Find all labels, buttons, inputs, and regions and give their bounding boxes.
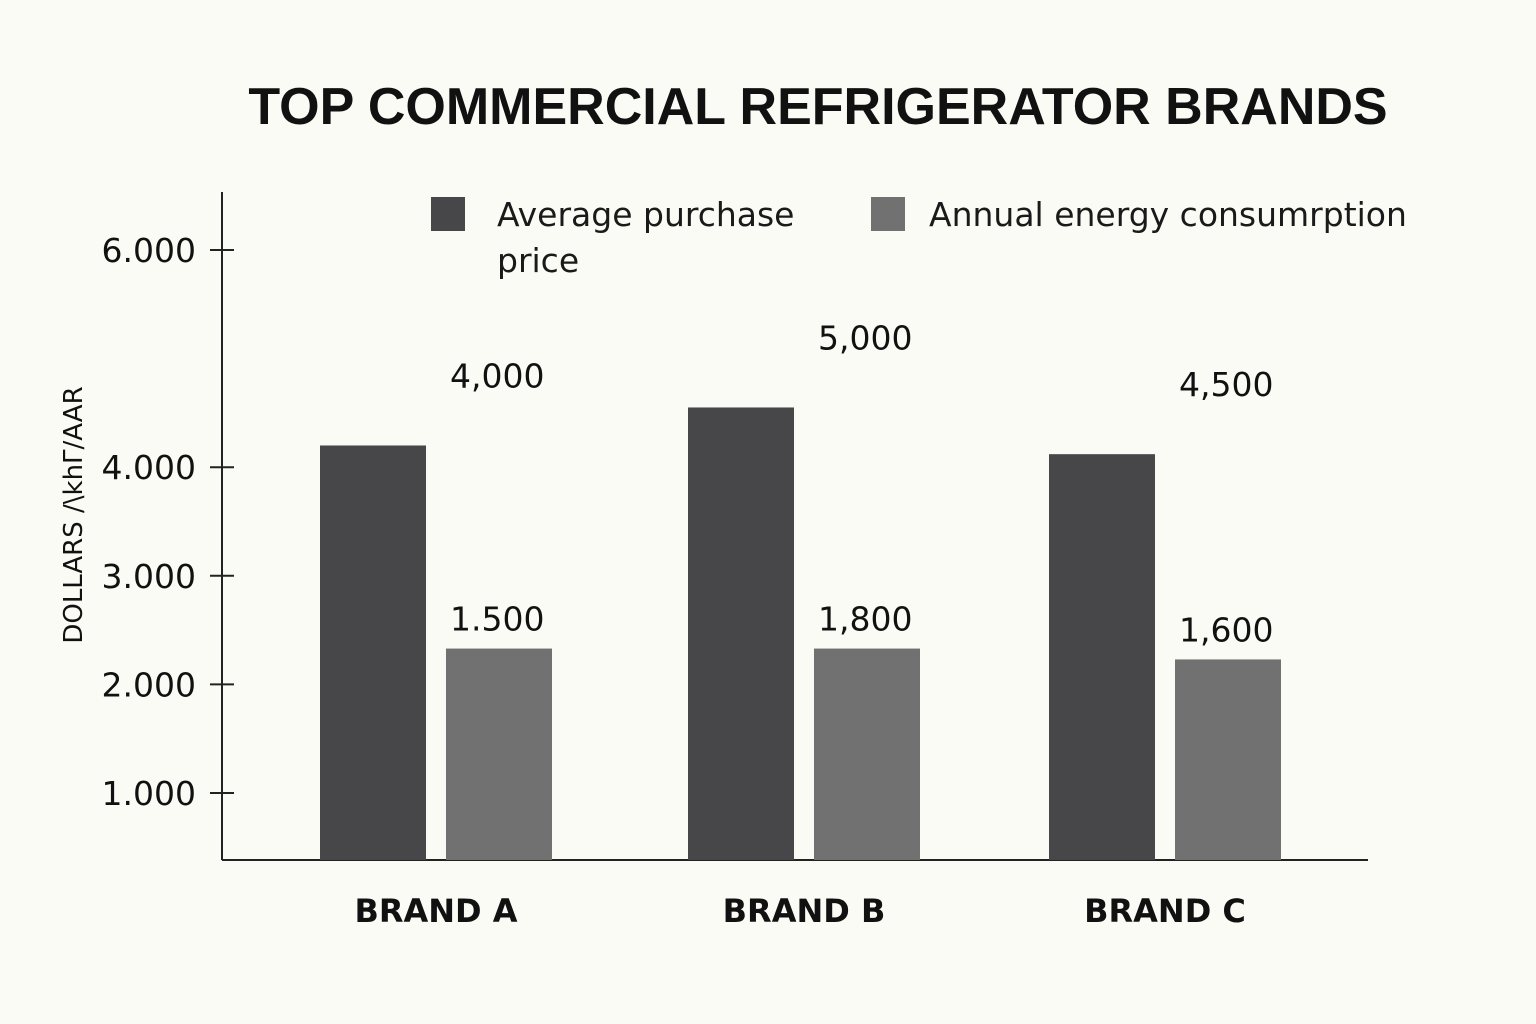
legend-label: Annual energy consumrption — [929, 195, 1407, 234]
legend-swatch — [431, 197, 465, 231]
legend-label: Average purchase — [497, 195, 794, 234]
category-label: BRAND B — [723, 892, 886, 930]
y-tick-label: 4.000 — [102, 448, 196, 487]
y-tick-label: 1.000 — [102, 774, 196, 813]
data-label: 1,600 — [1179, 610, 1273, 649]
category-label: BRAND A — [354, 892, 517, 930]
bar-price — [1049, 454, 1155, 860]
bars: 4,000 1.500 BRAND A 5,000 1,800 BRAND B 4,500 1… — [320, 318, 1281, 930]
data-label: 5,000 — [818, 318, 912, 357]
axes: 1.000 2.000 3.000 4.000 6.000 DOLLARS /\khΓ/A… — [59, 192, 1368, 861]
data-label: 4,000 — [450, 356, 544, 395]
bar-energy — [1175, 659, 1281, 860]
legend: Average purchase price Annual energy consu… — [431, 195, 1407, 280]
y-tick-label: 2.000 — [102, 665, 196, 704]
y-tick-label: 3.000 — [102, 557, 196, 596]
bar-price — [320, 445, 426, 860]
chart-title: TOP COMMERCIAL REFRIGERATOR BRANDS — [248, 78, 1387, 136]
data-label: 1,800 — [818, 600, 912, 639]
y-axis-label: DOLLARS /\khΓ/AAR — [59, 386, 89, 643]
data-label: 1.500 — [450, 600, 544, 639]
legend-label: price — [497, 241, 579, 280]
category-label: BRAND C — [1084, 892, 1246, 930]
legend-swatch — [871, 197, 905, 231]
bar-energy — [446, 648, 552, 860]
data-label: 4,500 — [1179, 365, 1273, 404]
bar-price — [688, 407, 794, 860]
bar-energy — [814, 648, 920, 860]
y-tick-label: 6.000 — [102, 231, 196, 270]
